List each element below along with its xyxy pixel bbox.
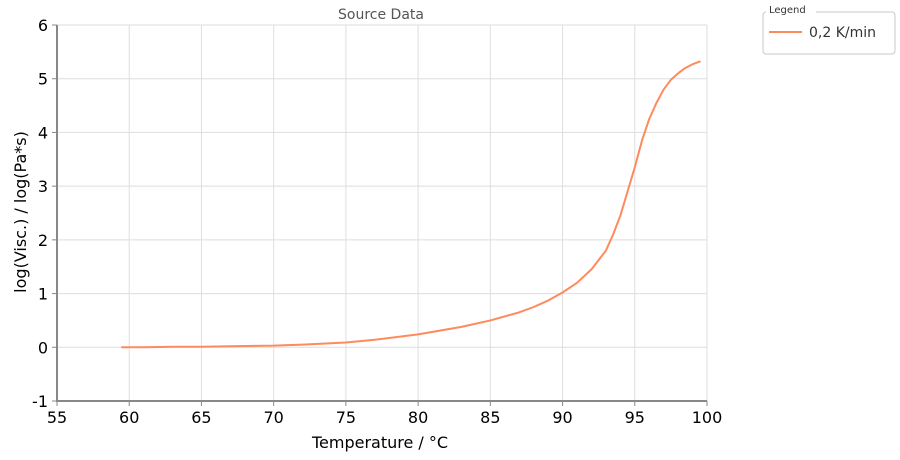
x-tick-label: 85 xyxy=(480,408,500,427)
legend-series-label: 0,2 K/min xyxy=(809,25,876,41)
x-tick-label: 95 xyxy=(625,408,645,427)
x-axis-label: Temperature / °C xyxy=(311,433,448,452)
legend-box xyxy=(762,11,896,55)
y-tick-label: 2 xyxy=(38,231,48,250)
legend-title-bg xyxy=(766,3,816,17)
chart-title: Source Data xyxy=(338,7,424,23)
y-tick-label: 0 xyxy=(38,338,48,357)
x-tick-label: 100 xyxy=(692,408,723,427)
y-tick-label: 5 xyxy=(38,70,48,89)
y-tick-label: -1 xyxy=(32,392,48,411)
x-tick-label: 65 xyxy=(191,408,211,427)
y-tick-label: 3 xyxy=(38,177,48,196)
x-tick-label: 75 xyxy=(336,408,356,427)
x-tick-label: 60 xyxy=(119,408,139,427)
x-tick-label: 90 xyxy=(552,408,572,427)
x-tick-label: 70 xyxy=(263,408,283,427)
axis-layer: 55 60 65 70 75 80 85 90 95 100 -1 0 1 2 3 4 5 6 xyxy=(32,16,722,427)
series-line-0 xyxy=(121,60,701,349)
x-tick-label: 55 xyxy=(47,408,67,427)
x-tick-label: 80 xyxy=(408,408,428,427)
y-axis-label: log(Visc.) / log(Pa*s) xyxy=(11,131,30,293)
y-tick-label: 1 xyxy=(38,285,48,304)
legend[interactable]: Legend 0,2 K/min xyxy=(762,3,896,55)
y-tick-label: 6 xyxy=(38,16,48,35)
grid-layer xyxy=(57,24,708,401)
legend-title: Legend xyxy=(769,5,806,16)
y-tick-label: 4 xyxy=(38,123,48,142)
series-layer xyxy=(121,60,701,349)
